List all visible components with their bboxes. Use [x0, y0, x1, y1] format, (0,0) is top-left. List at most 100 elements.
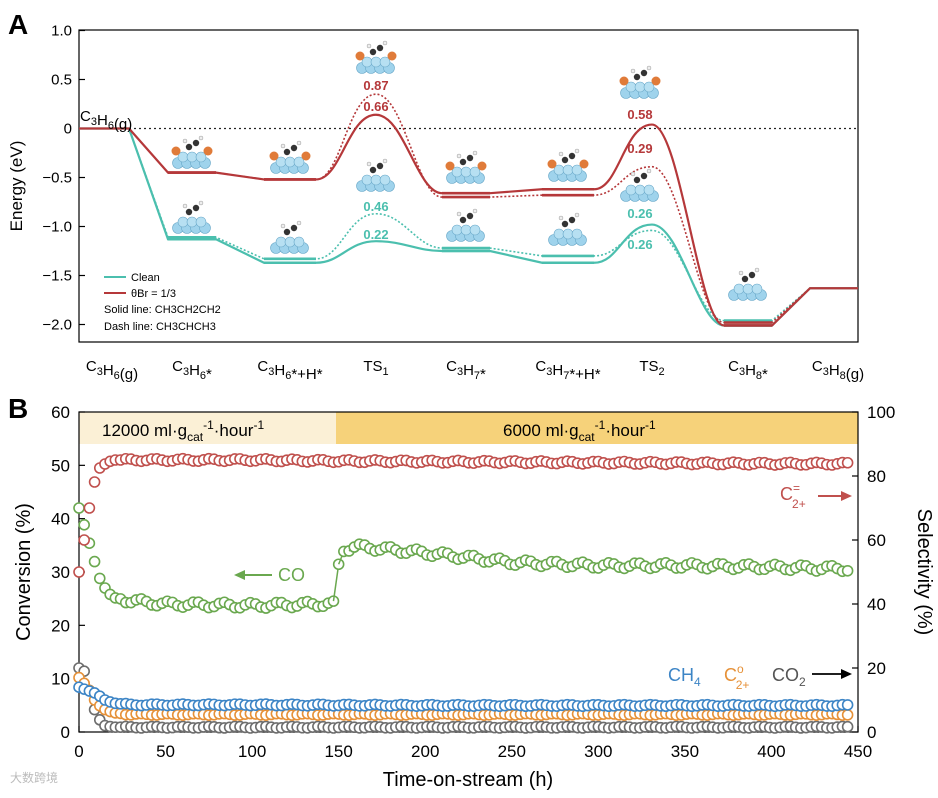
bromine-atom — [171, 146, 181, 156]
molecule-sketch — [269, 140, 311, 174]
legend-clean-label: Clean — [131, 272, 160, 284]
barrier-label: 0.26 — [627, 237, 652, 252]
molecule-sketch — [619, 65, 661, 99]
surface-atom — [186, 216, 198, 228]
carbon-atom — [748, 271, 756, 279]
surface-atom — [293, 156, 305, 168]
right-y-tick-label: 0 — [867, 723, 876, 742]
molecule-sketches — [171, 40, 767, 301]
carbon-atom — [633, 176, 641, 184]
co-step-line — [332, 564, 340, 602]
panel-b-right-axis-label: Selectivity (%) — [913, 509, 935, 636]
surface-atom — [625, 184, 637, 196]
surface-atom — [379, 174, 391, 186]
bromine-atom — [301, 151, 311, 161]
panel-a-y-axis-label: Energy (eV) — [7, 141, 26, 232]
surface-atom — [562, 164, 574, 176]
surface-atom — [370, 56, 382, 68]
molecule-sketch — [446, 208, 485, 242]
hydrogen-atom — [280, 223, 286, 229]
category-label: C3H6* — [172, 358, 212, 383]
co-point — [78, 518, 90, 531]
legend-dash-label: Dash line: CH3CHCH3 — [104, 321, 216, 333]
bromine-atom — [579, 159, 589, 169]
surface-atom — [451, 224, 463, 236]
surface-atom — [460, 166, 472, 178]
barrier-label: 0.29 — [627, 141, 652, 156]
x-tick-label: 250 — [498, 742, 526, 761]
carbon-atom — [568, 152, 576, 160]
hydrogen-atom — [366, 43, 372, 49]
panel-a-frame — [78, 29, 859, 343]
svg-text:Co2+: Co 2+ — [724, 662, 749, 692]
carbon-atom — [185, 143, 193, 151]
c2plus-eq-point — [78, 534, 90, 546]
carbon-atom — [192, 204, 200, 212]
co-point — [88, 555, 101, 568]
carbon-atom — [290, 224, 298, 232]
barrier-label: 0.66 — [363, 99, 388, 114]
carbon-atom — [466, 212, 474, 220]
panel-a-legend: Clean θBr = 1/3 Solid line: CH3CH2CH2 Da… — [104, 272, 221, 333]
surface-atom — [634, 81, 646, 93]
y-tick-label: −2.0 — [42, 317, 72, 334]
energy-profiles — [79, 93, 858, 327]
carbon-atom — [741, 275, 749, 283]
carbon-atom — [192, 139, 200, 147]
left-y-tick-label: 60 — [51, 403, 70, 422]
bromine-atom — [387, 51, 397, 61]
co2-points — [73, 662, 854, 734]
molecule-sketch — [445, 150, 487, 184]
carbon-atom — [376, 44, 384, 52]
hydrogen-atom — [456, 211, 462, 217]
panel-b-x-axis-label: Time-on-stream (h) — [383, 769, 553, 791]
y-tick-label: 0.5 — [51, 72, 72, 89]
stability-series — [73, 452, 854, 734]
molecule-sketch — [728, 267, 767, 301]
co-point — [73, 502, 85, 514]
bromine-atom — [619, 76, 629, 86]
surface-atom — [742, 283, 754, 295]
ch4-points — [73, 681, 854, 713]
category-label: TS1 — [363, 358, 388, 378]
carbon-atom — [561, 156, 569, 164]
hydrogen-atom — [296, 140, 302, 146]
rate-band-2 — [336, 412, 858, 444]
carbon-atom — [283, 228, 291, 236]
legend-br-label: θBr = 1/3 — [131, 288, 176, 300]
y-tick-label: −1.5 — [42, 268, 72, 285]
co-points — [73, 502, 854, 614]
right-y-tick-label: 80 — [867, 467, 886, 486]
arrow-head-c2plus — [841, 491, 852, 501]
arrow-head-co2 — [841, 669, 852, 679]
panel-a-label: A — [8, 9, 28, 40]
c2plus-eq-point — [841, 456, 854, 469]
left-y-tick-label: 0 — [61, 723, 70, 742]
surface-atom — [733, 283, 745, 295]
c2plus-eq-point — [83, 502, 96, 514]
panel-a-categories: C3H6(g) C3H6* C3H6*+H* TS1 C3H7* C3H7*+H* TS2 C… — [86, 358, 864, 383]
c2plus-eq-point — [73, 566, 85, 578]
rate-2-label: 6000 ml·gcat-1·hour-1 — [503, 418, 656, 444]
label-ch4: CH4 — [668, 665, 701, 689]
bromine-atom — [355, 51, 365, 61]
hydrogen-atom — [646, 168, 652, 174]
carbon-atom — [561, 220, 569, 228]
surface-atom — [469, 166, 481, 178]
x-tick-label: 100 — [238, 742, 266, 761]
co2-point — [841, 720, 854, 733]
molecule-sketch — [548, 212, 587, 246]
bromine-atom — [445, 161, 455, 171]
left-y-tick-label: 20 — [51, 616, 70, 635]
molecule-sketch — [356, 158, 395, 192]
hydrogen-atom — [558, 215, 564, 221]
x-tick-label: 350 — [671, 742, 699, 761]
x-tick-label: 200 — [411, 742, 439, 761]
carbon-atom — [369, 166, 377, 174]
hydrogen-atom — [630, 171, 636, 177]
svg-text:CO2: CO2 — [772, 665, 806, 689]
barrier-labels: C3H6(g) 0.87 0.66 0.46 0.22 0.58 0.29 0.26 0.26 — [80, 78, 653, 252]
hydrogen-atom — [574, 212, 580, 218]
category-label: C3H8(g) — [812, 358, 864, 383]
